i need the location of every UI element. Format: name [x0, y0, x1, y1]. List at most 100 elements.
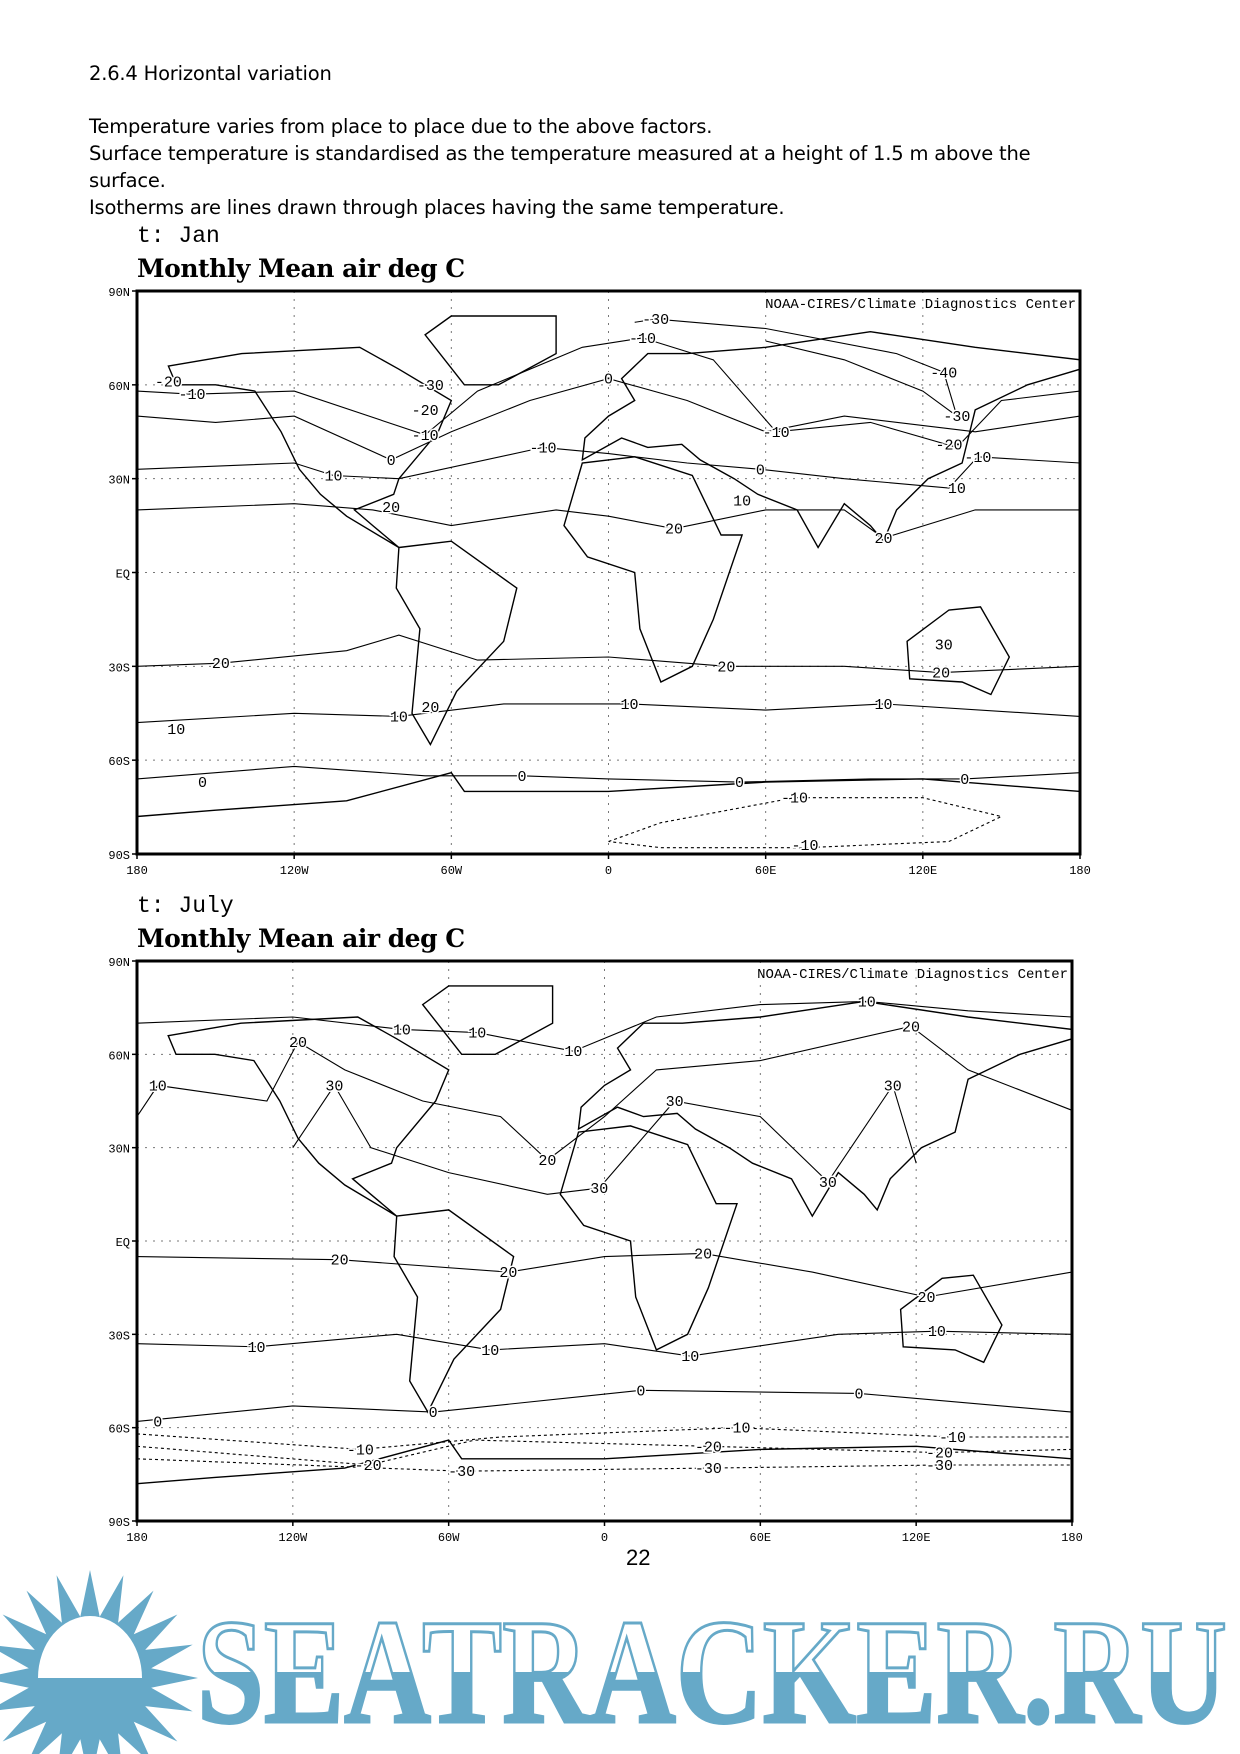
isotherm-0 — [136, 1389, 1073, 1422]
isotherm-label: -30 — [417, 378, 444, 395]
paragraph-line: surface. — [89, 169, 166, 192]
isotherm-label: -40 — [930, 365, 957, 382]
isotherm-label: 20 — [918, 1290, 936, 1307]
isotherm-label: 10 — [247, 1340, 265, 1357]
coastline — [906, 606, 1011, 696]
map-jan-title: Monthly Mean air deg C — [137, 254, 465, 283]
isotherm--30 — [634, 318, 958, 418]
isotherm-10 — [136, 1000, 1073, 1052]
isotherm-label: 10 — [481, 1343, 499, 1360]
coastline — [559, 1125, 738, 1351]
coastline — [167, 1016, 450, 1217]
isotherm--30 — [136, 1458, 1072, 1472]
lon-tick-label: 0 — [601, 1531, 608, 1545]
lon-tick-label: 180 — [1069, 864, 1091, 878]
map-jan-subtitle: t: Jan — [137, 223, 220, 249]
coastline-antarctica — [136, 1439, 1073, 1485]
isotherm-label: 20 — [421, 700, 439, 717]
isotherm-label: 10 — [681, 1349, 699, 1366]
isotherm-label: 0 — [735, 775, 744, 792]
map-credit: NOAA-CIRES/Climate Diagnostics Center — [757, 967, 1068, 983]
isotherm-label: 30 — [590, 1181, 608, 1198]
section-heading: 2.6.4 Horizontal variation — [89, 62, 332, 85]
isotherm-label: 10 — [149, 1078, 167, 1095]
paragraph-line: Temperature varies from place to place d… — [89, 115, 713, 138]
isotherm-label: 10 — [468, 1026, 486, 1043]
isotherm-label: 30 — [935, 637, 953, 654]
isotherm--10 — [136, 1427, 1072, 1450]
coastline — [424, 315, 557, 386]
isotherm-label: 30 — [819, 1175, 837, 1192]
isotherm-label: -10 — [723, 1421, 750, 1438]
isotherm-10 — [136, 703, 1081, 724]
isotherm-label: -10 — [939, 1430, 966, 1447]
isotherm-label: 20 — [902, 1019, 920, 1036]
lat-tick-label: 60N — [108, 380, 130, 394]
isotherm-label: -20 — [926, 1446, 953, 1463]
isotherm-label: -20 — [355, 1458, 382, 1475]
lon-tick-label: 0 — [605, 864, 612, 878]
coastline — [577, 1000, 1073, 1218]
sun-disc — [38, 1616, 142, 1678]
isotherm-label: -10 — [964, 450, 991, 467]
isotherm-20 — [136, 1252, 1073, 1298]
isotherm-label: 10 — [620, 697, 638, 714]
lat-tick-label: 90S — [108, 849, 130, 863]
sun-icon — [0, 1570, 198, 1754]
isotherm-label: -20 — [936, 437, 963, 454]
lat-tick-label: 30S — [108, 661, 130, 675]
isotherm-label: 20 — [694, 1246, 712, 1263]
isotherm-30 — [292, 1084, 917, 1195]
map-credit: NOAA-CIRES/Climate Diagnostics Center — [765, 297, 1076, 313]
lat-tick-label: 60N — [108, 1049, 130, 1063]
isotherm-label: 30 — [325, 1078, 343, 1095]
lon-tick-label: 120W — [278, 1531, 308, 1545]
isotherm-label: 10 — [167, 722, 185, 739]
seatracker-watermark-logo: SEATRACKER.RU — [0, 1570, 1229, 1754]
lat-tick-label: 30N — [108, 1143, 130, 1157]
isotherm-label: 0 — [960, 772, 969, 789]
isotherm-label: 30 — [666, 1094, 684, 1111]
coastline — [899, 1274, 1003, 1364]
coastline — [167, 346, 453, 549]
isotherm-label: -30 — [695, 1461, 722, 1478]
isotherm-label: -10 — [781, 791, 808, 808]
lon-tick-label: 120E — [908, 864, 937, 878]
isotherm-20 — [136, 1025, 1073, 1161]
paragraph-line: Surface temperature is standardised as t… — [89, 142, 1031, 165]
isotherm-label: 0 — [387, 453, 396, 470]
isotherm-label: 10 — [858, 994, 876, 1011]
isotherm-label: -20 — [695, 1439, 722, 1456]
isotherm-label: -20 — [155, 375, 182, 392]
isotherm-label: 20 — [331, 1253, 349, 1270]
isotherm-label: -30 — [926, 1458, 953, 1475]
coastline — [581, 330, 1081, 549]
lat-tick-label: 30S — [108, 1329, 130, 1343]
lon-tick-label: 120W — [280, 864, 310, 878]
isotherm-label: 10 — [875, 697, 893, 714]
lon-tick-label: 120E — [902, 1531, 931, 1545]
isotherm-label: 0 — [198, 775, 207, 792]
isotherm-label: 10 — [390, 709, 408, 726]
map-july-subtitle: t: July — [137, 893, 234, 919]
lat-tick-label: 60S — [108, 755, 130, 769]
isotherm-label: -30 — [943, 409, 970, 426]
isotherm-label: 10 — [948, 481, 966, 498]
isotherm-label: 0 — [518, 769, 527, 786]
isotherm-label: -10 — [629, 331, 656, 348]
map-july: NOAA-CIRES/Climate Diagnostics Center 90N… — [108, 956, 1082, 1545]
isotherm-label: 10 — [928, 1324, 946, 1341]
isotherm-label: 0 — [855, 1386, 864, 1403]
isotherm--10 — [608, 797, 1004, 849]
isotherm-0 — [136, 378, 1081, 461]
isotherm-label: 20 — [717, 659, 735, 676]
isotherm-label: 0 — [153, 1414, 162, 1431]
watermark-text: SEATRACKER.RU — [197, 1589, 1227, 1754]
paragraph-line: Isotherms are lines drawn through places… — [89, 196, 785, 219]
lon-tick-label: 180 — [126, 1531, 148, 1545]
isotherm-10 — [136, 446, 1081, 489]
lon-tick-label: 60W — [438, 1531, 460, 1545]
lon-tick-label: 60E — [755, 864, 777, 878]
map-july-title: Monthly Mean air deg C — [137, 924, 465, 953]
isotherm-0 — [136, 765, 1081, 783]
